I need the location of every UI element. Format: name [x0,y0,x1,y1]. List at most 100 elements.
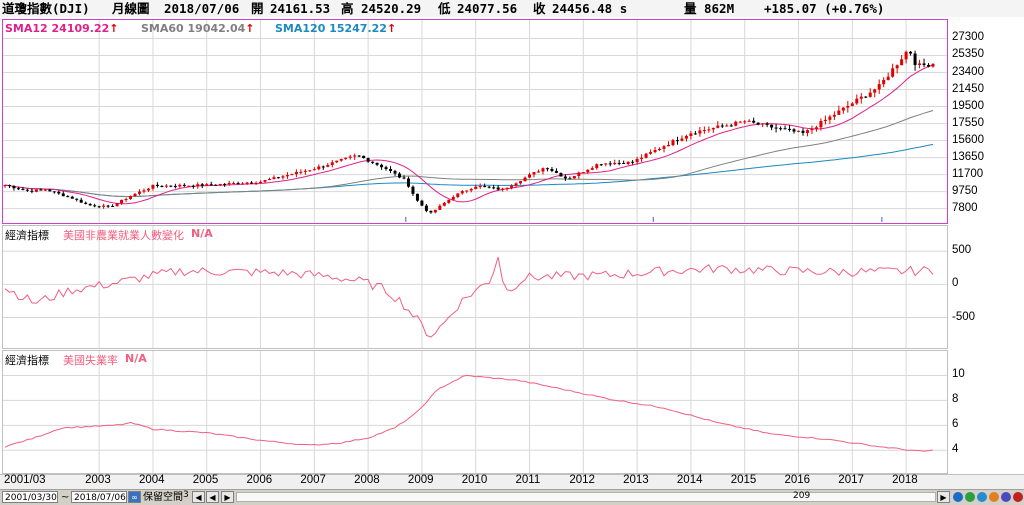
candle-body [913,53,917,65]
candle-body [725,125,729,127]
candle-body [200,184,204,186]
candle-body [353,155,357,157]
candle-body [142,190,146,192]
candle-body [770,124,774,128]
candle-body [97,206,101,208]
x-tick-label: 2008 [354,474,380,486]
candle-body [16,188,20,190]
candle-body [631,161,635,163]
panel3-value: N/A [125,352,147,365]
candle-body [572,176,576,179]
candle-body [366,158,370,162]
candle-body [514,183,518,186]
sma60-arrow-icon: ↑ [245,22,255,35]
candle-body [595,164,599,169]
range-tilde: ~ [61,492,70,503]
candle-body [823,119,827,122]
x-tick-label: 2001/03 [4,474,46,486]
candle-body [447,199,451,203]
candle-body [877,84,881,90]
candle-body [120,199,124,204]
x-tick-label: 2003 [85,474,111,486]
candle-body [797,130,801,132]
candle-body [398,173,402,178]
candle-body [801,130,805,133]
candle-body [653,149,657,153]
zoom-in-icon[interactable] [989,492,999,502]
close-icon[interactable] [1013,492,1023,502]
candle-body [88,203,92,206]
volume-label: 量 [684,1,697,16]
candle-body [308,170,312,172]
refresh-icon[interactable] [977,492,987,502]
candle-body [640,157,644,159]
scrollbar-thumb[interactable] [237,493,935,501]
y-tick-label: 0 [952,277,959,290]
candle-body [460,191,464,194]
candle-body [895,65,899,69]
candle-body [882,79,886,85]
candle-body [528,174,532,178]
candle-body [559,172,563,177]
sma12-legend: SMA12 24109.22↑ [5,22,119,35]
candle-body [187,185,191,187]
unemployment-panel[interactable]: 經濟指標 美國失業率 N/A [2,350,948,474]
price-chart-panel[interactable]: SMA12 24109.22↑ SMA60 19042.04↑ SMA120 1… [2,19,948,224]
candle-body [380,164,384,168]
candle-body [886,76,890,80]
nonfarm-panel[interactable]: 經濟指標 美國非農業就業人數變化 N/A [2,225,948,349]
candle-body [519,181,523,184]
candle-body [438,205,442,210]
candle-body [321,166,325,168]
scroll-left-icon[interactable]: ◀ [206,491,219,503]
candle-body [563,176,567,179]
candle-body [788,128,792,130]
to-date-select[interactable]: 2018/07/06 [71,491,127,503]
candle-body [891,68,895,77]
candle-body [662,146,666,149]
scroll-end-icon[interactable]: ▶ [937,491,950,503]
y-tick-label: -500 [952,310,976,323]
candle-body [550,169,554,171]
candle-body [501,188,505,190]
scroll-first-icon[interactable]: ◀ [192,491,205,503]
scroll-right-icon[interactable]: ▶ [221,491,234,503]
change-value: +185.07 (+0.76%) [764,1,885,16]
from-date-select[interactable]: 2001/03/30 [2,491,58,503]
y-tick-label: 8 [952,393,959,406]
sma12-arrow-icon: ↑ [109,22,119,35]
candle-body [21,189,25,191]
candle-body [375,162,379,165]
candle-body [433,209,437,213]
high-label: 高 [341,1,354,16]
candle-body [218,183,222,186]
panel2-series-name: 美國非農業就業人數變化 [63,229,184,242]
candle-body [622,162,626,165]
sma120-legend-text: SMA120 15247.22 [275,22,387,35]
candle-body [402,177,406,179]
candle-body [608,163,612,165]
zoom-out-icon[interactable] [953,492,963,502]
candle-body [626,161,630,165]
candle-body [680,138,684,141]
candle-body [774,127,778,129]
panel2-title: 經濟指標 [5,229,49,242]
candle-body [7,185,11,187]
x-tick-label: 2014 [676,474,703,486]
candle-body [241,183,245,185]
x-tick-label: 2011 [515,474,541,486]
info-icon[interactable] [1001,492,1011,502]
candle-body [649,152,653,154]
candle-body [465,190,469,192]
candle-body [330,162,334,166]
candle-body [129,196,133,200]
scrollbar-track[interactable]: 209 [236,491,936,502]
settings-icon[interactable] [965,492,975,502]
y-tick-label: 6 [952,418,959,431]
candle-body [84,202,88,204]
close-value: 24456.48 s [552,1,628,16]
candle-body [536,171,540,173]
candle-body [586,169,590,173]
apply-range-icon[interactable]: ∞ [128,491,141,503]
candle-body [707,129,711,131]
